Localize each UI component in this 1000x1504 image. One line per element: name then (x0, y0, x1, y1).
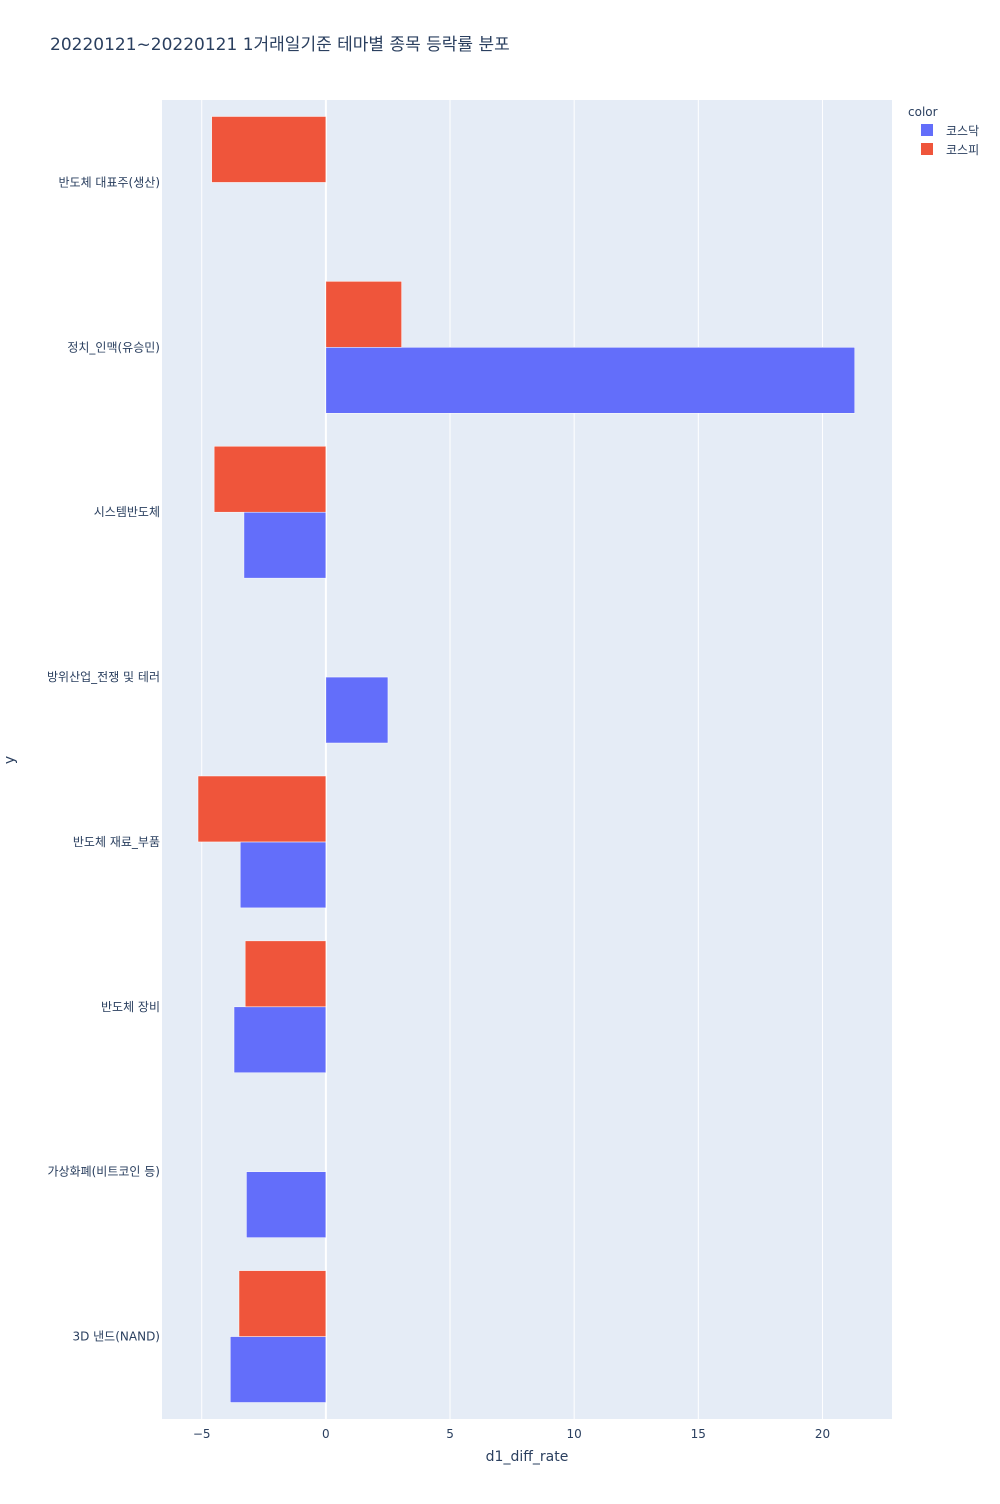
legend-label[interactable]: 코스피 (946, 143, 979, 157)
y-category-label: 반도체 장비 (101, 1000, 160, 1014)
y-category-label: 반도체 재료_부품 (73, 835, 160, 849)
x-tick-label: 20 (815, 1427, 830, 1441)
chart-title: 20220121~20220121 1거래일기준 테마별 종목 등락률 분포 (50, 35, 510, 55)
y-category-label: 가상화폐(비트코인 등) (47, 1165, 160, 1179)
x-tick-label: −5 (193, 1427, 211, 1441)
x-tick-label: 0 (322, 1427, 330, 1441)
legend-label[interactable]: 코스닥 (946, 124, 979, 138)
legend-swatch[interactable] (921, 143, 933, 155)
y-category-label: 반도체 대표주(생산) (59, 175, 161, 189)
y-category-label: 3D 낸드(NAND) (72, 1330, 160, 1344)
bar-코스피-1 (325, 281, 402, 348)
bar-코스닥-6 (246, 1171, 327, 1238)
bar-코스피-0 (211, 116, 327, 183)
x-tick-label: 15 (691, 1427, 706, 1441)
y-category-label: 정치_인맥(유승민) (67, 340, 160, 354)
x-tick-label: 10 (567, 1427, 582, 1441)
bar-코스닥-1 (325, 347, 856, 414)
y-category-label: 방위산업_전쟁 및 테러 (47, 670, 160, 684)
y-category-label: 시스템반도체 (94, 505, 160, 519)
legend-title: color (908, 105, 938, 119)
legend-swatch[interactable] (921, 124, 933, 136)
bar-코스피-7 (238, 1270, 327, 1337)
bar-코스닥-3 (325, 676, 389, 744)
bar-코스닥-4 (239, 841, 327, 909)
bars (197, 116, 856, 1403)
x-tick-label: 5 (446, 1427, 454, 1441)
x-axis-label: d1_diff_rate (486, 1449, 569, 1465)
y-axis-label: y (2, 756, 18, 764)
x-tick-labels: −5 0 5 10 15 20 (193, 1427, 830, 1441)
bar-코스피-5 (244, 940, 327, 1008)
bar-코스닥-7 (230, 1336, 327, 1403)
bar-코스닥-5 (233, 1006, 327, 1074)
bar-코스피-4 (197, 775, 327, 843)
bar-코스피-2 (213, 445, 327, 513)
bar-코스닥-2 (243, 511, 327, 579)
